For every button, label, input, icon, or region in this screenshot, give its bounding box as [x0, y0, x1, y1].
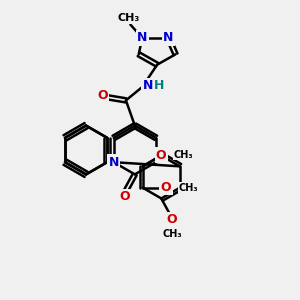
Text: O: O [160, 181, 171, 194]
Text: O: O [98, 89, 108, 102]
Text: N: N [137, 32, 148, 44]
Text: N: N [163, 32, 174, 44]
Text: CH₃: CH₃ [173, 150, 193, 160]
Text: CH₃: CH₃ [118, 13, 140, 23]
Text: O: O [167, 213, 177, 226]
Text: CH₃: CH₃ [162, 229, 182, 239]
Text: O: O [119, 190, 130, 203]
Text: O: O [156, 148, 166, 162]
Text: CH₃: CH₃ [178, 183, 198, 193]
Text: H: H [153, 79, 164, 92]
Text: N: N [109, 156, 119, 169]
Text: N: N [142, 79, 153, 92]
